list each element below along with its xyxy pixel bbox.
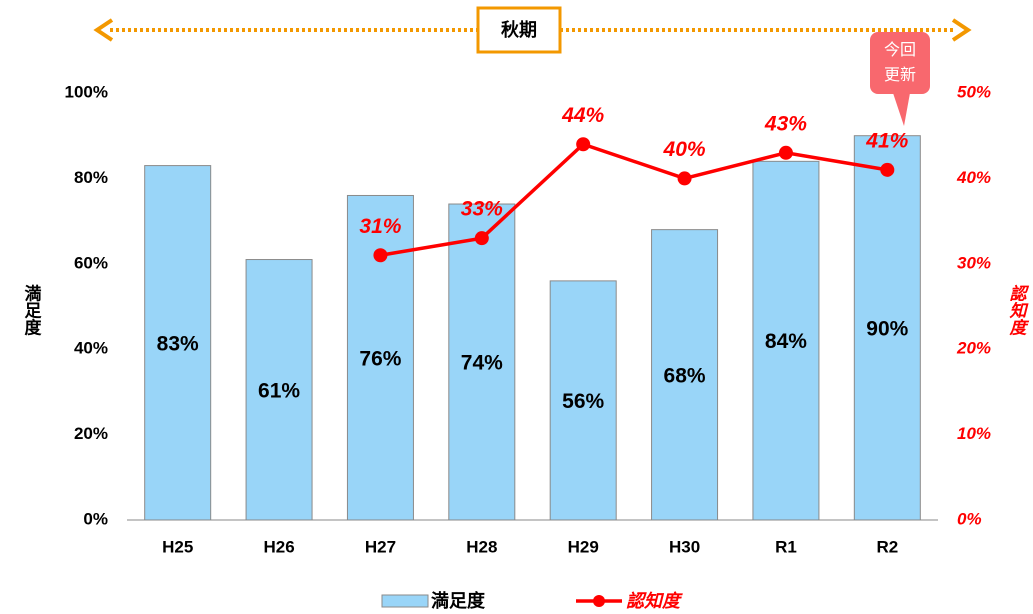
x-tick-label: H25 — [162, 537, 193, 556]
y-tick-label: 20% — [74, 424, 108, 443]
line-value-label: 41% — [865, 129, 908, 152]
line-point — [474, 231, 489, 246]
x-tick-label: H26 — [263, 537, 294, 556]
bar-value-label: 84% — [765, 330, 807, 353]
arrow-head-left — [93, 18, 114, 42]
bar-value-label: 90% — [866, 317, 908, 340]
line-point — [778, 145, 793, 160]
y2-tick-label: 0% — [957, 509, 982, 528]
line — [380, 142, 888, 257]
callout-box — [870, 32, 930, 94]
y2-tick-label: 20% — [956, 339, 991, 358]
legend-label: 満足度 — [431, 590, 486, 611]
y2-tick-label: 50% — [957, 82, 991, 101]
bar-value-label: 68% — [664, 364, 706, 387]
line-value-label: 40% — [663, 138, 706, 161]
period-label: 秋期 — [501, 19, 537, 40]
x-tick-label: H28 — [466, 537, 497, 556]
legend-label: 認知度 — [626, 591, 683, 611]
bar — [448, 203, 516, 521]
y-tick-label: 0% — [83, 509, 108, 528]
line-value-label: 43% — [764, 112, 807, 135]
y-tick-label: 40% — [74, 339, 108, 358]
bar — [752, 160, 820, 521]
bar — [245, 259, 313, 521]
y-tick-label: 100% — [65, 82, 108, 101]
y-tick-label: 80% — [74, 168, 108, 187]
bar-value-label: 74% — [461, 352, 503, 375]
bar — [651, 229, 719, 521]
line-value-label: 31% — [359, 215, 401, 238]
y-axis-title: 満足度 — [22, 283, 42, 336]
y-tick-label: 60% — [74, 253, 108, 272]
period-box — [476, 6, 562, 54]
bar-value-label: 61% — [258, 379, 300, 402]
line-value-label: 33% — [461, 198, 503, 221]
line-point — [373, 248, 388, 263]
x-tick-label: H29 — [568, 537, 599, 556]
line-point — [576, 137, 591, 152]
x-tick-label: H27 — [365, 537, 396, 556]
legend-swatch — [593, 595, 605, 607]
x-tick-label: R2 — [876, 537, 898, 556]
callout-text: 今回 — [884, 41, 916, 59]
y2-tick-label: 10% — [957, 424, 991, 443]
x-tick-label: R1 — [775, 537, 797, 556]
line-value-label: 44% — [561, 104, 604, 127]
arrow-head-right — [951, 18, 972, 42]
bar-value-label: 76% — [359, 347, 401, 370]
bar — [853, 135, 921, 521]
callout-text: 更新 — [884, 66, 916, 84]
line-point — [677, 171, 692, 186]
callout-pointer — [893, 93, 910, 126]
legend-swatch — [381, 594, 429, 608]
y2-tick-label: 30% — [957, 253, 991, 272]
y2-tick-label: 40% — [956, 168, 991, 187]
x-tick-label: H30 — [669, 537, 700, 556]
line-point — [880, 162, 895, 177]
bar-value-label: 83% — [157, 332, 199, 355]
y2-axis-title: 認知度 — [1006, 284, 1027, 335]
bar — [549, 280, 617, 521]
bar-value-label: 56% — [562, 390, 604, 413]
